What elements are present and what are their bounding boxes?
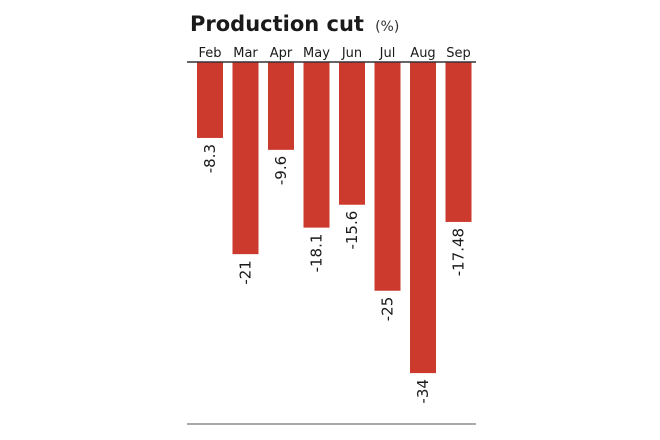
category-label-feb: Feb [198,46,221,61]
category-label-apr: Apr [270,46,293,61]
category-label-may: May [303,46,330,61]
bar-aug [410,62,436,374]
category-label-sep: Sep [446,46,471,61]
category-labels: Feb Mar Apr May Jun Jul Aug Sep [198,46,470,61]
bar-apr [268,62,294,150]
bar-may [303,62,330,228]
bar-jul [374,62,401,291]
category-label-mar: Mar [233,46,258,61]
value-label-jun: -15.6 [343,211,361,250]
value-label-sep: -17.48 [450,228,468,276]
bar-jun [339,62,365,205]
category-label-aug: Aug [410,46,435,61]
chart-title: Production cut (%) [190,12,399,36]
value-label-feb: -8.3 [201,144,219,173]
value-label-aug: -34 [414,379,432,404]
bars-group [197,62,472,374]
value-label-may: -18.1 [308,234,326,273]
value-labels: -8.3 -21 -9.6 -18.1 -15.6 -25 -34 -17.48 [201,144,468,404]
bar-sep [445,62,472,222]
category-label-jun: Jun [341,46,362,61]
value-label-mar: -21 [237,260,255,285]
bar-mar [232,62,259,255]
value-label-jul: -25 [379,297,397,322]
value-label-apr: -9.6 [272,156,290,185]
category-label-jul: Jul [379,46,396,61]
bar-feb [197,62,223,138]
chart-title-text: Production cut [190,12,364,36]
chart-title-unit: (%) [375,19,399,35]
